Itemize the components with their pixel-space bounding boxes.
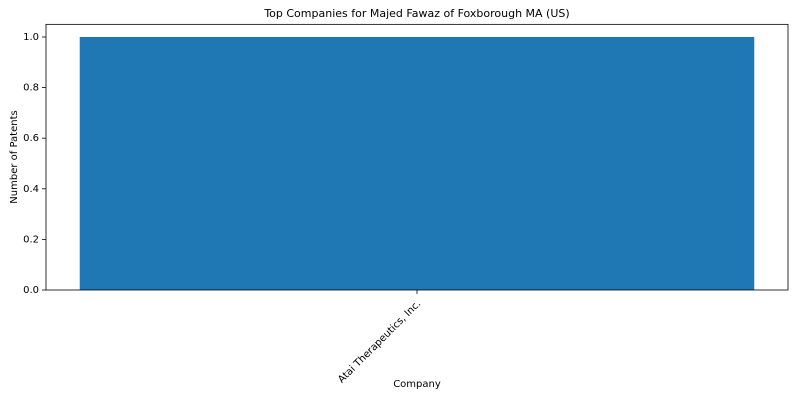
y-tick-label: 0.4 bbox=[23, 184, 39, 195]
x-axis-label: Company bbox=[393, 379, 441, 390]
y-tick-label: 0.0 bbox=[23, 285, 39, 296]
y-tick-label: 0.2 bbox=[23, 234, 39, 245]
chart: Top Companies for Majed Fawaz of Foxboro… bbox=[0, 0, 800, 400]
chart-title: Top Companies for Majed Fawaz of Foxboro… bbox=[263, 7, 569, 20]
y-tick-label: 0.6 bbox=[23, 133, 39, 144]
y-tick-label: 0.8 bbox=[23, 83, 39, 94]
y-tick-label: 1.0 bbox=[23, 32, 39, 43]
y-axis-label: Number of Patents bbox=[9, 110, 20, 203]
bar bbox=[80, 37, 755, 290]
